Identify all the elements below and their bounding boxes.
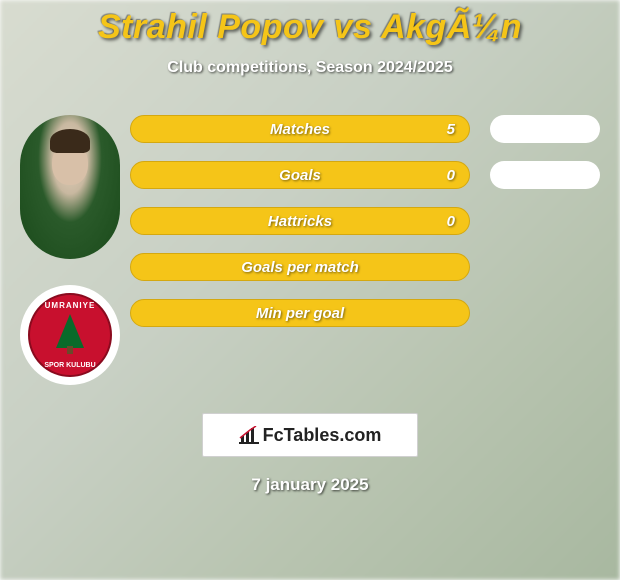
left-column: UMRANIYE SPOR KULUBU — [10, 107, 130, 385]
stat-row-mpg: Min per goal — [130, 299, 470, 327]
brand-box[interactable]: FcTables.com — [202, 413, 418, 457]
stat-label: Hattricks — [268, 213, 332, 230]
subtitle: Club competitions, Season 2024/2025 — [167, 59, 452, 77]
player-photo — [20, 115, 120, 259]
page-title: Strahil Popov vs AkgÃ¼n — [98, 8, 522, 47]
chart-icon — [239, 426, 259, 444]
stat-label: Goals per match — [241, 259, 359, 276]
stat-row-gpm: Goals per match — [130, 253, 470, 281]
stat-label: Min per goal — [256, 305, 344, 322]
right-column — [480, 107, 610, 385]
badge-inner: UMRANIYE SPOR KULUBU — [28, 293, 112, 377]
stat-row-matches: Matches 5 — [130, 115, 470, 143]
right-blank-pill — [490, 115, 600, 143]
stat-label: Matches — [270, 121, 330, 138]
stat-value: 0 — [447, 213, 455, 230]
badge-top-text: UMRANIYE — [30, 301, 110, 310]
content-container: Strahil Popov vs AkgÃ¼n Club competition… — [0, 0, 620, 580]
stat-row-hattricks: Hattricks 0 — [130, 207, 470, 235]
stat-label: Goals — [279, 167, 321, 184]
right-blank-pill — [490, 161, 600, 189]
brand-text: FcTables.com — [263, 425, 382, 446]
date-line: 7 january 2025 — [251, 475, 368, 495]
badge-bot-text: SPOR KULUBU — [30, 362, 110, 369]
stat-row-goals: Goals 0 — [130, 161, 470, 189]
main-row: UMRANIYE SPOR KULUBU Matches 5 Goals 0 H… — [0, 107, 620, 385]
stat-value: 5 — [447, 121, 455, 138]
club-badge: UMRANIYE SPOR KULUBU — [20, 285, 120, 385]
badge-tree-icon — [56, 314, 84, 348]
stats-column: Matches 5 Goals 0 Hattricks 0 Goals per … — [130, 107, 480, 385]
stat-value: 0 — [447, 167, 455, 184]
